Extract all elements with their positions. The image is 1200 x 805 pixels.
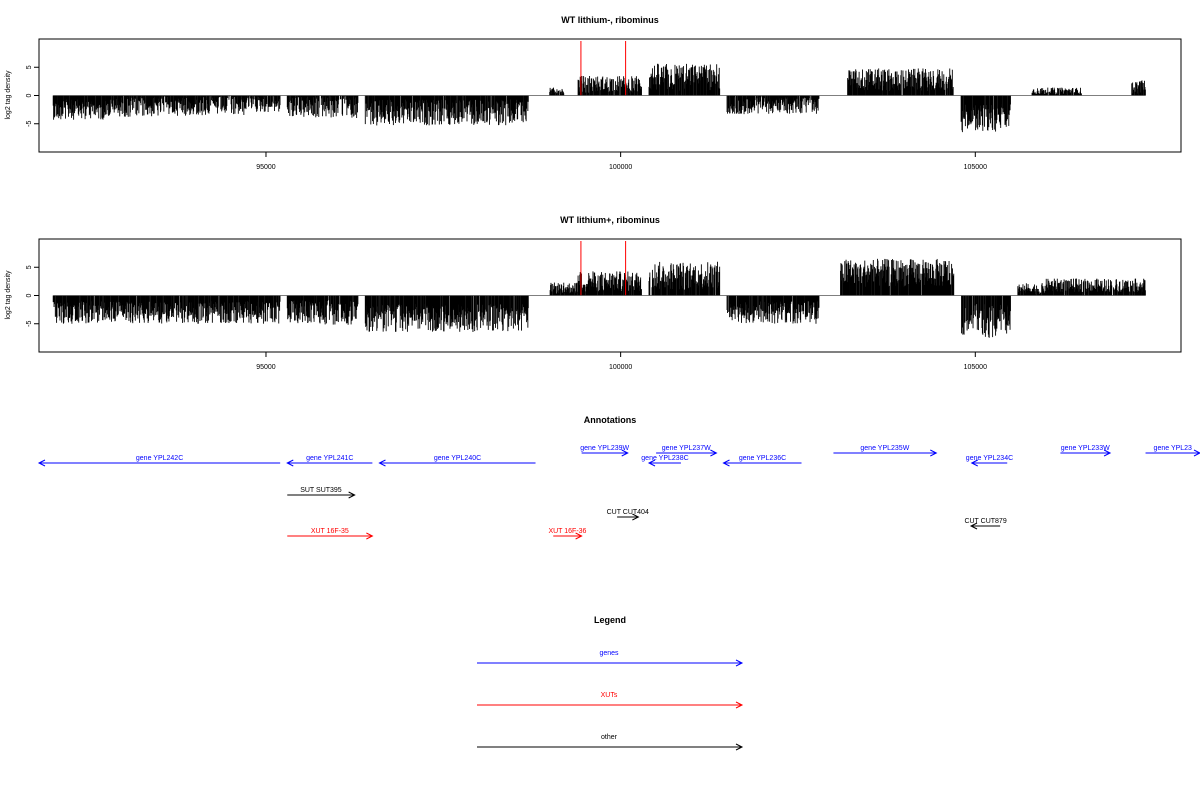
annotation-gene: gene YPL240C: [378, 455, 536, 467]
annotation-gene: gene YPL234C: [966, 455, 1013, 467]
x-axis: 95000 100000 105000: [256, 352, 987, 371]
legend-label: genes: [599, 650, 619, 657]
x-tick-label: 95000: [256, 164, 276, 171]
red-markers: [580, 41, 627, 96]
y-axis: -5 0 5: [26, 65, 39, 127]
annotation-gene: gene YPL235W: [833, 445, 938, 457]
y-tick-label: 5: [26, 265, 33, 269]
annotation-label: gene YPL237W: [662, 445, 711, 452]
annotation-other: SUT SUT395: [287, 487, 356, 499]
legend-label: other: [601, 734, 618, 741]
annotations-track: Annotations gene YPL242C gene YPL241C gene…: [37, 415, 1200, 540]
x-axis: 95000 100000 105000: [256, 152, 987, 171]
panel-title: WT lithium+, ribominus: [560, 215, 660, 225]
annotation-gene: gene YPL242C: [37, 455, 281, 467]
annotation-other: CUT CUT404: [607, 509, 649, 521]
annotation-label: gene YPL238C: [641, 455, 688, 462]
density-panel-lithium-minus: WT lithium-, ribominus log2 tag density …: [5, 15, 1182, 171]
legend-label: XUTs: [601, 692, 618, 699]
annotation-label: SUT SUT395: [300, 487, 342, 494]
annotation-label: gene YPL234C: [966, 455, 1013, 462]
y-axis: -5 0 5: [26, 265, 39, 327]
annotation-label: gene YPL241C: [306, 455, 353, 462]
annotation-label: gene YPL23: [1154, 445, 1193, 452]
annotation-gene: gene YPL23: [1145, 445, 1200, 457]
annotation-gene: gene YPL238C: [641, 455, 689, 467]
density-bars: [52, 258, 1146, 338]
annotation-gene: gene YPL241C: [286, 455, 373, 467]
annotation-label: gene YPL236C: [739, 455, 786, 462]
y-tick-label: 0: [26, 93, 33, 97]
annotation-label: gene YPL233W: [1061, 445, 1110, 452]
legend-item-other: other: [477, 734, 744, 751]
y-tick-label: -5: [26, 321, 33, 327]
annotation-label: XUT 16F-36: [548, 528, 586, 535]
annotation-label: CUT CUT879: [964, 518, 1006, 525]
legend-item-gene: genes: [477, 650, 744, 667]
y-tick-label: 0: [26, 293, 33, 297]
y-axis-label: log2 tag density: [5, 270, 12, 320]
y-tick-label: -5: [26, 121, 33, 127]
x-tick-label: 105000: [964, 364, 987, 371]
annotation-label: gene YPL239W: [580, 445, 629, 452]
legend-title: Legend: [594, 615, 626, 625]
annotation-gene: gene YPL239W: [580, 445, 630, 457]
annotations-title: Annotations: [584, 415, 637, 425]
annotation-other: CUT CUT879: [964, 518, 1007, 530]
density-bars: [52, 63, 1146, 133]
red-markers: [580, 241, 627, 296]
annotation-xut: XUT 16F-36: [548, 528, 587, 540]
annotation-label: gene YPL242C: [136, 455, 183, 462]
x-tick-label: 95000: [256, 364, 276, 371]
annotation-label: CUT CUT404: [607, 509, 649, 516]
x-tick-label: 100000: [609, 364, 632, 371]
legend-item-xut: XUTs: [477, 692, 744, 709]
annotation-gene: gene YPL237W: [656, 445, 718, 457]
annotation-gene: gene YPL233W: [1060, 445, 1112, 457]
annotation-features: gene YPL242C gene YPL241C gene YPL240C gene…: [37, 445, 1200, 540]
density-panel-lithium-plus: WT lithium+, ribominus log2 tag density …: [5, 215, 1182, 371]
legend-items: genes XUTs other: [477, 650, 744, 751]
y-tick-label: 5: [26, 65, 33, 69]
annotation-gene: gene YPL236C: [722, 455, 802, 467]
annotation-label: XUT 16F-35: [311, 528, 349, 535]
annotation-label: gene YPL235W: [860, 445, 909, 452]
legend: Legend genes XUTs other: [477, 615, 744, 751]
panel-title: WT lithium-, ribominus: [561, 15, 659, 25]
x-tick-label: 105000: [964, 164, 987, 171]
x-tick-label: 100000: [609, 164, 632, 171]
annotation-xut: XUT 16F-35: [287, 528, 374, 540]
annotation-label: gene YPL240C: [434, 455, 481, 462]
y-axis-label: log2 tag density: [5, 70, 12, 120]
